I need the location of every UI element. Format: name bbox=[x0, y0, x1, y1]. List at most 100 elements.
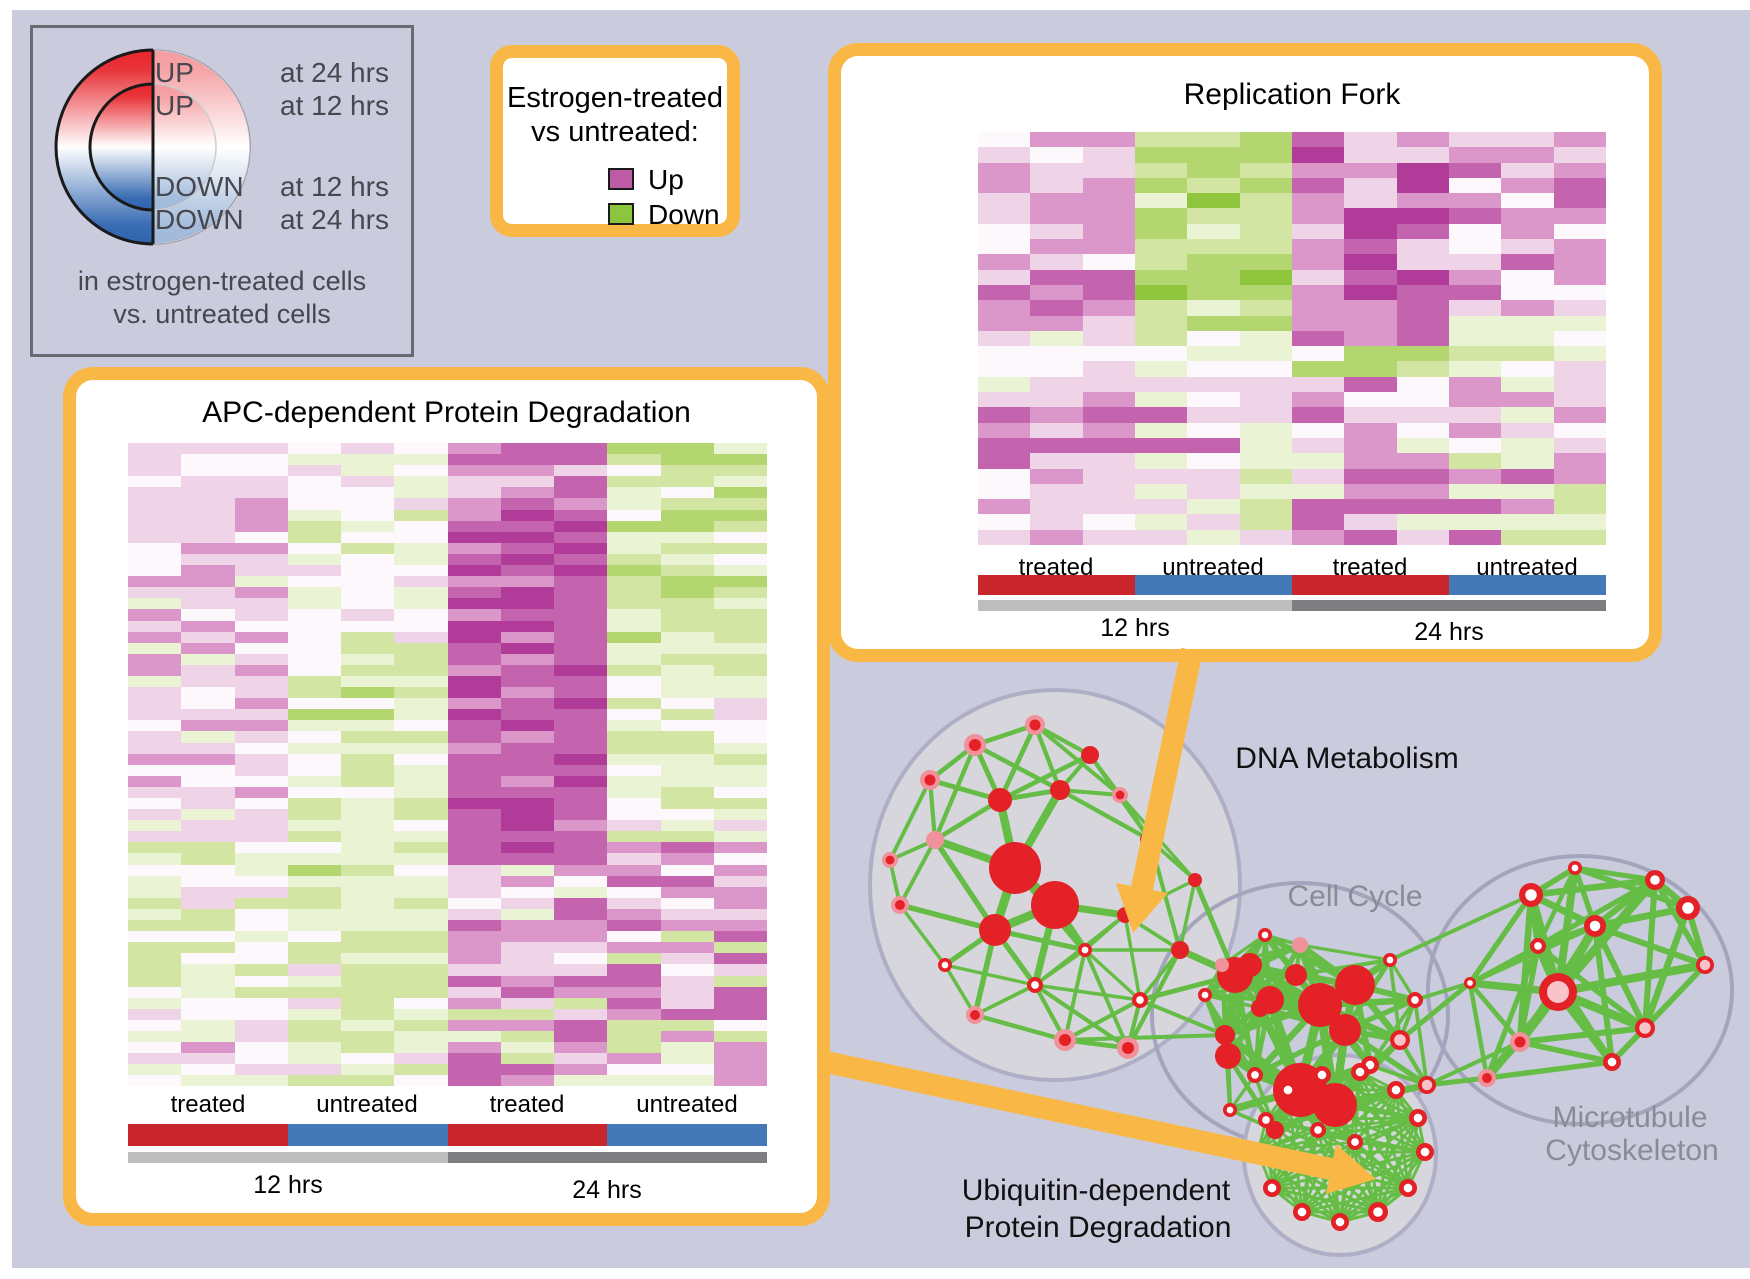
untreated-bar-segment bbox=[1449, 575, 1606, 595]
heatmap-cell bbox=[287, 731, 341, 743]
heatmap-cell bbox=[1553, 162, 1606, 178]
heatmap-cell bbox=[660, 809, 714, 821]
network-node-core bbox=[1351, 1138, 1359, 1146]
heatmap-cell bbox=[234, 764, 288, 776]
network-edge bbox=[1063, 949, 1087, 1041]
heatmap-cell bbox=[341, 1042, 395, 1054]
heatmap-cell bbox=[1396, 147, 1449, 163]
heatmap-cell bbox=[287, 631, 341, 643]
heatmap-cell bbox=[1553, 132, 1606, 148]
heatmap-cell bbox=[181, 897, 235, 909]
heatmap-cell bbox=[394, 986, 448, 998]
heatmap-cell bbox=[181, 631, 235, 643]
heatmap-cell bbox=[181, 531, 235, 543]
heatmap-row bbox=[128, 997, 767, 1009]
heatmap-cell bbox=[500, 664, 554, 676]
heatmap-cell bbox=[978, 361, 1031, 377]
heatmap-cell bbox=[394, 742, 448, 754]
heatmap-cell bbox=[1030, 193, 1083, 209]
heatmap-cell bbox=[341, 920, 395, 932]
heatmap-cell bbox=[713, 764, 767, 776]
down-color-swatch bbox=[608, 203, 634, 225]
heatmap-cell bbox=[1030, 177, 1083, 194]
heatmap-cell bbox=[1030, 407, 1083, 423]
heatmap-cell bbox=[1187, 177, 1240, 194]
heatmap-cell bbox=[234, 975, 288, 987]
heatmap-cell bbox=[660, 476, 714, 488]
heatmap-cell bbox=[234, 897, 288, 909]
heatmap-cell bbox=[128, 1053, 182, 1065]
heatmap-cell bbox=[341, 720, 395, 732]
heatmap-cell bbox=[1291, 254, 1345, 270]
heatmap-cell bbox=[1344, 407, 1397, 423]
heatmap-cell bbox=[181, 953, 235, 965]
heatmap-cell bbox=[128, 997, 182, 1009]
heatmap-cell bbox=[181, 709, 235, 721]
heatmap-cell bbox=[1030, 208, 1083, 224]
heatmap-cell bbox=[128, 565, 182, 577]
heatmap-cell bbox=[554, 487, 608, 499]
heatmap-cell bbox=[1344, 376, 1397, 393]
heatmap-cell bbox=[447, 565, 501, 577]
heatmap-cell bbox=[447, 509, 501, 521]
heatmap-cell bbox=[181, 687, 235, 699]
heatmap-cell bbox=[394, 1030, 448, 1043]
heatmap-cell bbox=[1187, 330, 1240, 347]
heatmap-cell bbox=[128, 443, 182, 455]
heatmap-cell bbox=[660, 542, 714, 554]
heatmap-cell bbox=[287, 964, 341, 976]
heatmap-cell bbox=[341, 487, 395, 499]
heatmap-cell bbox=[1396, 483, 1449, 500]
heatmap-cell bbox=[500, 1064, 554, 1076]
heatmap-cell bbox=[394, 908, 448, 921]
network-edge bbox=[1354, 1140, 1426, 1154]
heatmap-cell bbox=[660, 520, 714, 532]
heatmap-cell bbox=[128, 653, 182, 665]
heatmap-cell bbox=[713, 831, 767, 843]
rf-condition-bar bbox=[978, 575, 1606, 595]
heatmap-cell bbox=[341, 731, 395, 743]
heatmap-cell bbox=[1344, 422, 1397, 438]
network-edge bbox=[929, 777, 1001, 803]
heatmap-cell bbox=[713, 842, 767, 854]
network-node bbox=[979, 914, 1011, 946]
network-node bbox=[1238, 953, 1262, 977]
heatmap-cell bbox=[287, 720, 341, 732]
heatmap-cell bbox=[607, 1042, 661, 1054]
heatmap-cell bbox=[234, 853, 288, 865]
heatmap-cell bbox=[128, 709, 182, 721]
heatmap-cell bbox=[607, 775, 661, 787]
ring-row2-time: at 12 hrs bbox=[280, 90, 389, 121]
heatmap-cell bbox=[713, 675, 767, 688]
heatmap-cell bbox=[660, 853, 714, 865]
heatmap-cell bbox=[1134, 346, 1188, 362]
heatmap-cell bbox=[1239, 193, 1292, 209]
heatmap-cell bbox=[554, 642, 608, 654]
heatmap-cell bbox=[447, 953, 501, 965]
heatmap-cell bbox=[287, 842, 341, 854]
heatmap-cell bbox=[1344, 468, 1397, 484]
heatmap-cell bbox=[1082, 223, 1135, 240]
heatmap-cell bbox=[1082, 330, 1135, 347]
network-node-core bbox=[1534, 942, 1542, 950]
network-node-core bbox=[1297, 1207, 1307, 1217]
heatmap-row bbox=[128, 520, 767, 532]
heatmap-cell bbox=[1553, 437, 1606, 454]
heatmap-cell bbox=[1134, 529, 1188, 546]
network-node-core bbox=[1394, 1034, 1406, 1046]
heatmap-cell bbox=[234, 576, 288, 588]
heatmap-cell bbox=[978, 514, 1031, 530]
heatmap-row bbox=[128, 820, 767, 832]
treated-bar-segment bbox=[128, 1124, 288, 1146]
heatmap-cell bbox=[128, 786, 182, 798]
network-edge bbox=[888, 779, 932, 861]
heatmap-cell bbox=[128, 986, 182, 998]
heatmap-cell bbox=[554, 631, 608, 643]
network-node-core bbox=[1639, 1022, 1651, 1034]
heatmap-cell bbox=[713, 553, 767, 566]
heatmap-cell bbox=[1187, 284, 1240, 301]
heatmap-cell bbox=[447, 820, 501, 832]
heatmap-cell bbox=[978, 269, 1031, 285]
heatmap-cell bbox=[607, 798, 661, 810]
heatmap-row bbox=[128, 786, 767, 798]
